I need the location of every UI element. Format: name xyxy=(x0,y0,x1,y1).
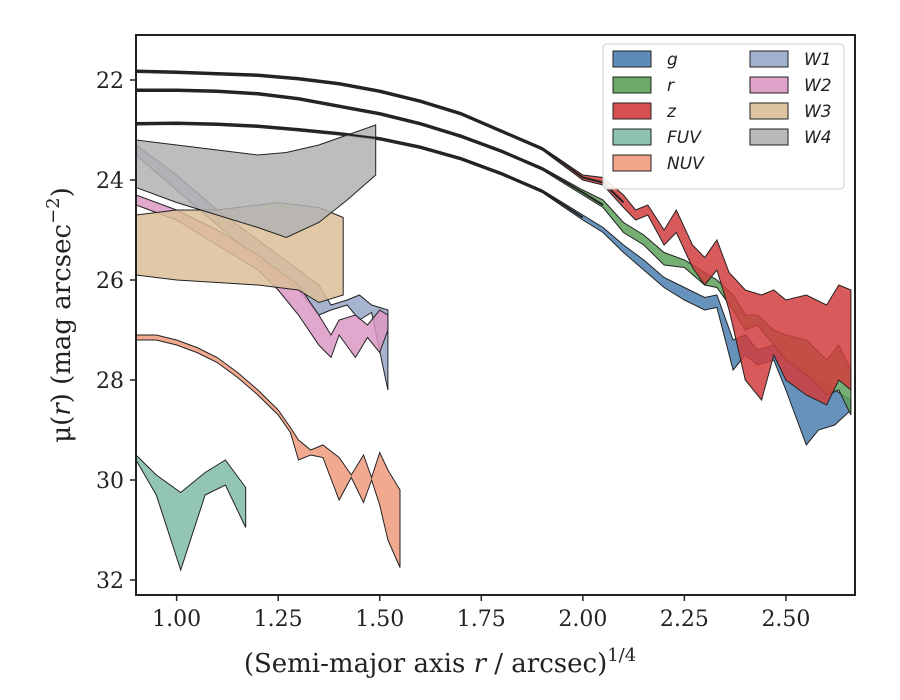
plot-frame xyxy=(135,34,856,596)
legend-swatch-z xyxy=(612,102,652,120)
legend-swatch-r xyxy=(612,76,652,94)
y-tick-label: 30 xyxy=(96,469,124,494)
band-FUV xyxy=(136,454,247,572)
legend-swatch-W1 xyxy=(749,50,789,68)
x-axis-label-sup: 1/4 xyxy=(607,645,636,666)
legend-label-r: r xyxy=(667,76,675,96)
y-tick-label: 22 xyxy=(96,69,124,94)
y-axis-label-sup: −2 xyxy=(43,197,64,224)
legend-label-z: z xyxy=(666,102,677,122)
x-tick-label: 1.25 xyxy=(254,607,303,632)
x-axis-ticks: 1.00 1.25 1.50 1.75 2.00 2.25 2.50 xyxy=(152,595,810,632)
y-tick-label: 28 xyxy=(96,369,124,394)
band-NUV xyxy=(136,334,401,568)
y-axis-label-end: ) xyxy=(47,187,77,197)
x-axis-label-pre: (Semi-major axis xyxy=(244,649,474,679)
legend-label-W1: W1 xyxy=(804,50,832,70)
median-line-r xyxy=(136,89,604,206)
profile-bands xyxy=(136,69,852,572)
median-line-z xyxy=(136,70,625,204)
y-tick-label: 26 xyxy=(96,269,124,294)
y-axis-label-pre: μ( xyxy=(47,416,77,443)
y-axis-ticks: 22 24 26 28 30 32 xyxy=(96,69,136,594)
median-line-g xyxy=(136,121,584,219)
x-axis-label: (Semi-major axis r / arcsec)1/4 xyxy=(244,645,636,679)
legend-swatch-W3 xyxy=(749,102,789,120)
legend-label-NUV: NUV xyxy=(667,154,705,174)
legend-swatch-W4 xyxy=(749,128,789,146)
legend-swatch-W2 xyxy=(749,76,789,94)
legend-label-W3: W3 xyxy=(804,102,832,122)
y-axis-label-var: r xyxy=(47,402,77,416)
y-axis-label: μ(r) (mag arcsec−2) xyxy=(43,187,77,443)
y-tick-label: 32 xyxy=(96,569,124,594)
legend-label-W4: W4 xyxy=(804,128,832,148)
x-tick-label: 2.00 xyxy=(558,607,607,632)
legend-label-FUV: FUV xyxy=(667,128,702,148)
profile-median-lines xyxy=(136,70,625,219)
legend-swatch-NUV xyxy=(612,154,652,172)
x-tick-label: 2.50 xyxy=(761,607,810,632)
legend-swatch-FUV xyxy=(612,128,652,146)
y-axis-label-post: ) (mag arcsec xyxy=(47,224,77,403)
legend-swatch-g xyxy=(612,50,652,68)
x-tick-label: 1.00 xyxy=(152,607,201,632)
legend-label-g: g xyxy=(667,50,678,70)
x-axis-label-post: / arcsec) xyxy=(486,649,607,679)
legend: grz FUV NUV W1 W2 W3 W4 xyxy=(602,43,845,190)
band-W4 xyxy=(136,124,377,239)
x-axis-label-var: r xyxy=(474,649,488,679)
x-tick-label: 1.50 xyxy=(355,607,404,632)
x-tick-label: 2.25 xyxy=(660,607,709,632)
x-tick-label: 1.75 xyxy=(457,607,506,632)
legend-label-W2: W2 xyxy=(804,76,832,96)
y-tick-label: 24 xyxy=(96,169,124,194)
